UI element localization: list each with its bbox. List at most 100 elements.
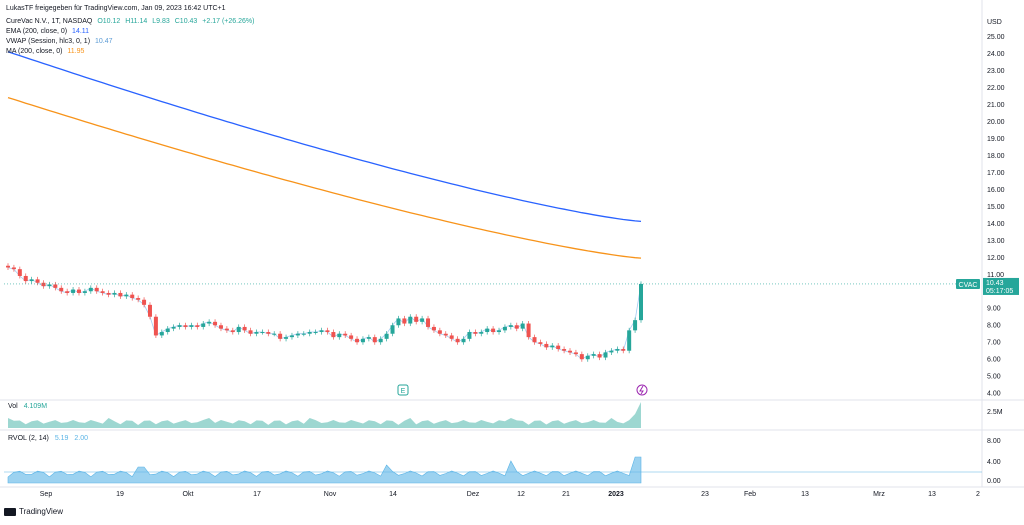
time-tick-label: 13 (801, 491, 809, 498)
ema-legend[interactable]: EMA (200, close, 0) 14.11 (6, 27, 92, 36)
price-tick-label: 7.00 (987, 340, 1001, 347)
rvol-axis-label: 8.00 (987, 438, 1001, 445)
candle (183, 325, 188, 327)
candle (295, 333, 300, 336)
tradingview-logo-icon (4, 507, 16, 516)
candle (402, 318, 407, 324)
candle (272, 333, 277, 335)
candle (159, 332, 164, 336)
candle (230, 330, 235, 333)
price-tick-label: 23.00 (987, 68, 1005, 75)
candle (201, 323, 206, 327)
ma-legend[interactable]: MA (200, close, 0) 11.95 (6, 47, 87, 56)
currency-label: USD (987, 19, 1002, 26)
price-tick-label: 13.00 (987, 238, 1005, 245)
rvol-axis-label: 4.00 (987, 459, 1001, 466)
volume-label: Vol (8, 403, 18, 410)
candle (420, 318, 425, 322)
candle (579, 354, 584, 360)
symbol-line[interactable]: CureVac N.V., 1T, NASDAQ O10.12 H11.14 L… (6, 17, 257, 26)
candle (573, 352, 578, 355)
candle (562, 349, 567, 351)
candle (153, 316, 158, 336)
candle (100, 291, 105, 293)
candle (384, 333, 389, 339)
ohlc-change: +2.17 (+26.26%) (202, 18, 255, 25)
time-tick-label: 17 (253, 491, 261, 498)
candle (254, 332, 259, 334)
symbol-tag (956, 278, 980, 289)
ohlc-high: H11.14 (125, 18, 148, 25)
earnings-marker-text: E (401, 388, 406, 395)
candle (538, 342, 543, 344)
candle (307, 332, 312, 334)
candle (331, 332, 336, 338)
candle (550, 345, 555, 348)
candle (242, 326, 247, 331)
candle (520, 323, 525, 329)
candle (615, 349, 620, 351)
volume-legend[interactable]: Vol 4.109M (8, 403, 51, 410)
rvol-value1: 5.19 (54, 435, 69, 442)
candle (11, 267, 16, 270)
candle (568, 350, 573, 353)
candle (390, 325, 395, 334)
candle (443, 333, 448, 336)
ohlc-low: L9.83 (152, 18, 170, 25)
candle (544, 343, 549, 348)
candle (396, 318, 401, 326)
candle (532, 337, 537, 343)
candle (177, 325, 182, 327)
volume-axis-label: 2.5M (987, 409, 1003, 416)
candle (609, 350, 614, 353)
candle (224, 328, 229, 331)
price-tick-label: 15.00 (987, 204, 1005, 211)
candle (41, 282, 46, 287)
price-tag-countdown: 05:17:05 (986, 288, 1013, 295)
candle (6, 265, 10, 268)
price-tick-label: 19.00 (987, 136, 1005, 143)
candle (491, 328, 496, 333)
candle (88, 287, 93, 292)
candle (189, 325, 194, 327)
candle (408, 316, 413, 324)
candle (82, 291, 87, 293)
time-tick-label: Dez (467, 491, 480, 498)
time-tick-label: Nov (324, 491, 337, 498)
candle (426, 318, 431, 327)
price-tick-label: 12.00 (987, 255, 1005, 262)
ohlc-open: O10.12 (97, 18, 121, 25)
candle (349, 335, 354, 339)
candle (301, 333, 306, 335)
candle (591, 354, 596, 356)
ema-line (7, 51, 642, 223)
time-tick-label: 23 (701, 491, 709, 498)
vwap-legend[interactable]: VWAP (Session, hlc3, 0, 1) 10.47 (6, 37, 116, 46)
candle (218, 325, 223, 329)
time-tick-label: 13 (928, 491, 936, 498)
candle (53, 284, 58, 288)
candle (556, 345, 561, 350)
price-tick-label: 22.00 (987, 85, 1005, 92)
vwap-label: VWAP (Session, hlc3, 0, 1) (6, 38, 91, 45)
candle (130, 294, 135, 299)
time-tick-label: Feb (744, 491, 756, 498)
candle (485, 328, 490, 333)
price-tick-label: 8.00 (987, 323, 1001, 330)
candle (284, 337, 289, 339)
rvol-legend[interactable]: RVOL (2, 14) 5.19 2.00 (8, 435, 92, 442)
price-tick-label: 17.00 (987, 170, 1005, 177)
candle (325, 330, 330, 333)
candle (479, 332, 484, 334)
candle (65, 291, 70, 293)
rvol-area (7, 456, 642, 484)
candle (106, 292, 111, 295)
candle (266, 332, 271, 334)
candle (124, 294, 129, 297)
rvol-label: RVOL (2, 14) (8, 435, 49, 442)
footer[interactable]: TradingView (4, 507, 63, 516)
candle (337, 333, 342, 338)
candle (17, 269, 22, 276)
candle (142, 299, 147, 305)
